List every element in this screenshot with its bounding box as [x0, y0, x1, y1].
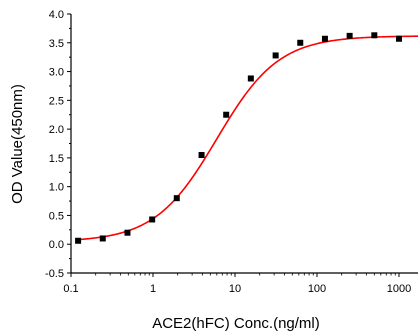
- y-tick-label: 1.5: [49, 153, 64, 165]
- data-point: [198, 152, 205, 159]
- data-point: [371, 32, 378, 39]
- y-axis-title: OD Value(450nm): [9, 84, 26, 204]
- fit-curve-group: [77, 35, 418, 241]
- y-tick-label: 2.0: [49, 124, 64, 136]
- x-tick-label: 1000: [387, 283, 411, 295]
- data-point: [321, 35, 328, 42]
- data-point: [223, 111, 230, 118]
- x-tick-label: 100: [308, 283, 326, 295]
- data-point: [247, 75, 254, 82]
- x-tick-label: 0.1: [63, 283, 78, 295]
- data-point: [173, 195, 180, 202]
- y-tick-label: 3.0: [49, 67, 64, 79]
- data-point: [346, 32, 353, 39]
- ticks: -0.5 0.0 0.5 1.0 1.5 2.0 2.5 3.0 3.5 4.0 0.1 1 10 100…: [45, 9, 411, 295]
- data-points: [75, 32, 402, 244]
- x-axis-title: ACE2(hFC) Conc.(ng/ml): [152, 315, 320, 332]
- data-point: [75, 237, 82, 244]
- fit-curve: [77, 35, 418, 241]
- axes: [70, 14, 418, 274]
- y-tick-label: -0.5: [45, 268, 64, 280]
- data-point: [272, 52, 279, 59]
- data-point: [99, 235, 106, 242]
- data-point: [149, 216, 156, 223]
- y-tick-label: 1.0: [49, 182, 64, 194]
- y-tick-label: 2.5: [49, 95, 64, 107]
- y-tick-label: 0.5: [49, 210, 64, 222]
- data-point: [396, 35, 402, 42]
- data-point: [297, 39, 304, 46]
- data-point: [124, 229, 131, 236]
- y-tick-label: 0.0: [49, 239, 64, 251]
- y-tick-label: 4.0: [49, 9, 64, 21]
- x-tick-label: 10: [229, 283, 241, 295]
- x-tick-label: 1: [150, 283, 156, 295]
- y-tick-label: 3.5: [49, 38, 64, 50]
